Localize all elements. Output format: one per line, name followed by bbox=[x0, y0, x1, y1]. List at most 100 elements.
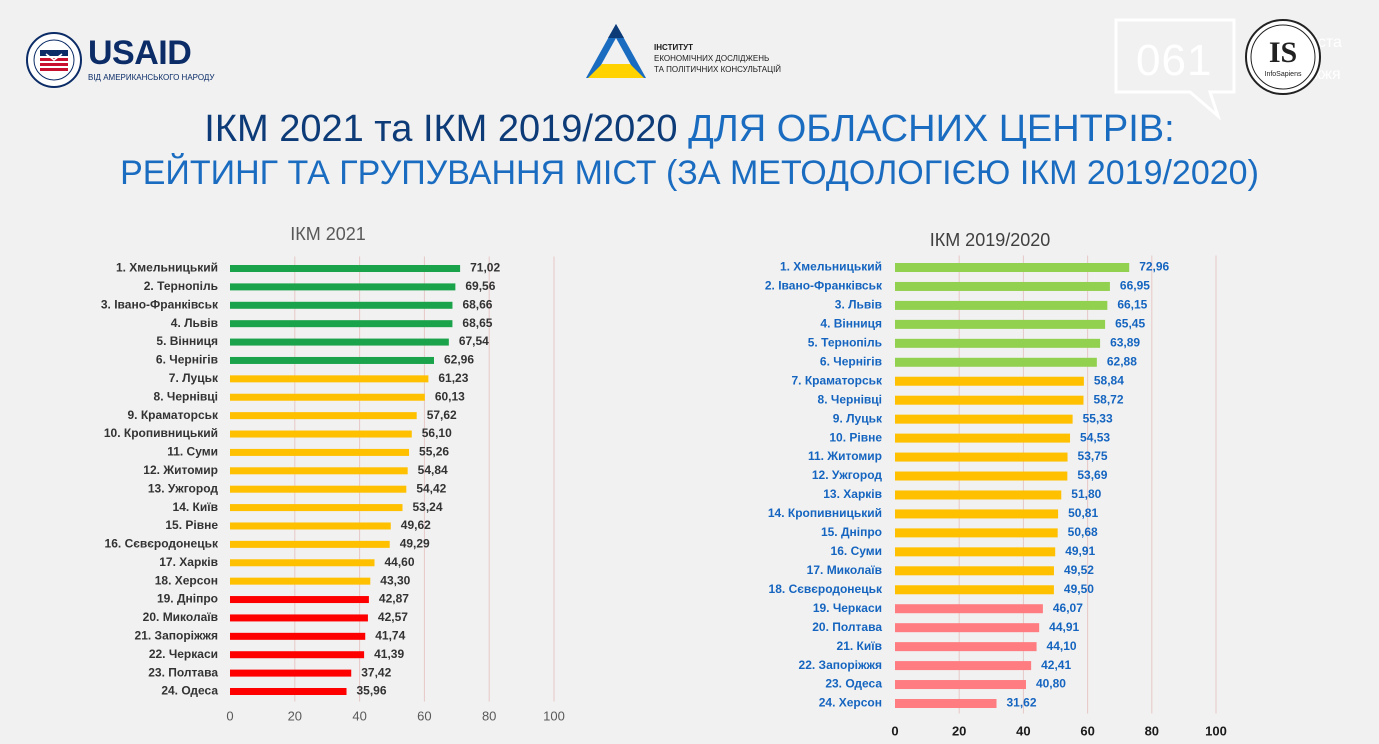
title-part-1: ІКМ 2021 та ІКМ 2019/2020 bbox=[204, 108, 689, 150]
category-label: 4. Вінниця bbox=[820, 317, 882, 331]
chart-title: ІКМ 2021 bbox=[290, 224, 366, 244]
category-label: 22. Запоріжжя bbox=[799, 658, 882, 672]
bar bbox=[895, 414, 1073, 424]
bar bbox=[895, 528, 1058, 538]
category-label: 23. Одеса bbox=[825, 677, 882, 691]
bar bbox=[895, 623, 1040, 633]
category-label: 1. Хмельницький bbox=[780, 260, 882, 274]
bar bbox=[230, 688, 347, 695]
bar bbox=[895, 376, 1084, 386]
category-label: 18. Херсон bbox=[155, 573, 218, 587]
bar bbox=[230, 669, 352, 677]
category-label: 14. Київ bbox=[173, 500, 218, 514]
value-label: 49,52 bbox=[1064, 563, 1094, 577]
value-label: 56,10 bbox=[422, 426, 452, 440]
x-tick-label: 80 bbox=[1145, 723, 1159, 738]
category-label: 17. Миколаїв bbox=[807, 563, 882, 577]
category-label: 19. Черкаси bbox=[813, 601, 882, 615]
value-label: 71,02 bbox=[470, 261, 500, 275]
bar bbox=[230, 540, 390, 548]
x-tick-label: 20 bbox=[288, 708, 302, 723]
bar bbox=[230, 522, 391, 530]
bar bbox=[895, 357, 1097, 367]
value-label: 58,84 bbox=[1094, 373, 1124, 387]
value-label: 62,88 bbox=[1107, 354, 1137, 368]
value-label: 42,57 bbox=[378, 610, 408, 624]
bar bbox=[230, 356, 434, 364]
value-label: 68,66 bbox=[462, 297, 492, 311]
x-tick-label: 40 bbox=[1016, 723, 1030, 738]
value-label: 49,29 bbox=[400, 537, 430, 551]
value-label: 31,62 bbox=[1007, 696, 1037, 710]
bar bbox=[895, 281, 1110, 291]
value-label: 72,96 bbox=[1139, 260, 1169, 274]
category-label: 5. Тернопіль bbox=[808, 335, 882, 349]
value-label: 51,80 bbox=[1071, 487, 1101, 501]
bar bbox=[230, 596, 369, 604]
category-label: 17. Харків bbox=[159, 555, 218, 569]
category-label: 22. Черкаси bbox=[149, 647, 218, 661]
chart-1: ІКМ 2021 0 20 40 60 80 100 1. Хмельницький 71,02… bbox=[101, 224, 565, 724]
value-label: 43,30 bbox=[380, 573, 410, 587]
category-label: 15. Дніпро bbox=[821, 525, 882, 539]
value-label: 58,72 bbox=[1093, 392, 1123, 406]
value-label: 66,95 bbox=[1120, 279, 1150, 293]
bar bbox=[895, 547, 1056, 557]
category-label: 20. Миколаїв bbox=[143, 610, 218, 624]
bar bbox=[230, 412, 417, 420]
bar bbox=[895, 604, 1043, 614]
bar bbox=[230, 485, 407, 493]
category-label: 18. Сєвєродонецьк bbox=[769, 582, 883, 596]
infosapiens-logo: IS InfoSapiens bbox=[1245, 19, 1321, 95]
value-label: 62,96 bbox=[444, 353, 474, 367]
category-label: 8. Чернівці bbox=[818, 392, 882, 406]
value-label: 41,74 bbox=[375, 628, 405, 642]
bar bbox=[230, 504, 403, 512]
title-line-1: ІКМ 2021 та ІКМ 2019/2020 ДЛЯ ОБЛАСНИХ Ц… bbox=[0, 108, 1379, 151]
category-label: 16. Сєвєродонецьк bbox=[105, 537, 219, 551]
bar bbox=[895, 566, 1054, 576]
category-label: 9. Луцьк bbox=[833, 411, 883, 425]
bar bbox=[895, 585, 1054, 595]
x-tick-label: 60 bbox=[1080, 723, 1094, 738]
bar bbox=[230, 430, 412, 438]
institute-logo: ІНСТИТУТ ЕКОНОМІЧНИХ ДОСЛІДЖЕНЬ ТА ПОЛІТ… bbox=[584, 22, 824, 82]
bar bbox=[230, 393, 425, 401]
category-label: 13. Харків bbox=[823, 487, 882, 501]
bar bbox=[895, 509, 1059, 519]
category-label: 11. Житомир bbox=[808, 449, 882, 463]
value-label: 50,81 bbox=[1068, 506, 1098, 520]
x-tick-label: 100 bbox=[543, 708, 565, 723]
bar bbox=[895, 300, 1108, 310]
bar bbox=[895, 699, 997, 708]
bar bbox=[895, 471, 1068, 481]
infosapiens-name: InfoSapiens bbox=[1265, 71, 1302, 78]
value-label: 46,07 bbox=[1053, 601, 1083, 615]
bar bbox=[230, 265, 461, 272]
value-label: 61,23 bbox=[438, 371, 468, 385]
bar bbox=[895, 680, 1026, 690]
value-label: 49,50 bbox=[1064, 582, 1094, 596]
bar bbox=[230, 467, 408, 475]
bar bbox=[895, 642, 1037, 652]
bar bbox=[895, 395, 1084, 405]
bar bbox=[230, 614, 368, 622]
category-label: 2. Івано-Франківськ bbox=[765, 279, 883, 293]
chart-2: ІКМ 2019/2020 0 20 40 60 80 100 1. Хмельницький… bbox=[765, 230, 1227, 739]
title-part-2: ДЛЯ ОБЛАСНИХ ЦЕНТРІВ: bbox=[688, 108, 1175, 150]
bar bbox=[895, 433, 1071, 443]
value-label: 49,91 bbox=[1065, 544, 1095, 558]
institute-name-line3: ТА ПОЛІТИЧНИХ КОНСУЛЬТАЦІЙ bbox=[654, 65, 782, 74]
bar bbox=[895, 452, 1068, 462]
value-label: 42,41 bbox=[1041, 658, 1071, 672]
value-label: 69,56 bbox=[465, 279, 495, 293]
value-label: 35,96 bbox=[357, 684, 387, 698]
value-label: 67,54 bbox=[459, 334, 489, 348]
category-label: 2. Тернопіль bbox=[144, 279, 218, 293]
category-label: 11. Суми bbox=[167, 445, 218, 459]
x-tick-label: 0 bbox=[226, 708, 233, 723]
category-label: 6. Чернігів bbox=[820, 354, 882, 368]
bar bbox=[230, 559, 375, 567]
category-label: 8. Чернівці bbox=[154, 389, 218, 403]
bar bbox=[230, 283, 456, 291]
